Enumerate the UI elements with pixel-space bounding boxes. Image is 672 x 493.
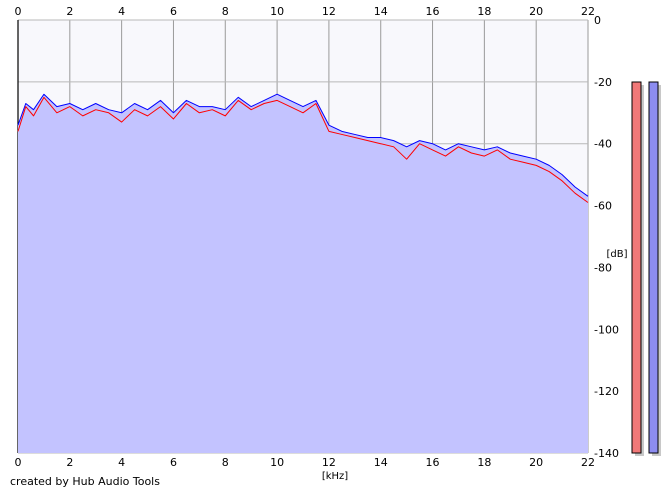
x-tick-label-bottom: 6 <box>170 456 177 469</box>
x-tick-label-bottom: 10 <box>270 456 284 469</box>
series-line-1 <box>17 96 589 203</box>
x-tick-label-bottom: 12 <box>322 456 336 469</box>
y-tick-label: -100 <box>594 323 619 336</box>
x-tick-label-bottom: 18 <box>477 456 491 469</box>
spectrum-fill-area <box>18 94 588 453</box>
credit-text: created by Hub Audio Tools <box>10 475 160 488</box>
y-tick-label: -60 <box>594 200 612 213</box>
x-tick-label-top: 6 <box>170 5 177 18</box>
x-tick-label-top: 2 <box>66 5 73 18</box>
x-tick-label-bottom: 16 <box>426 456 440 469</box>
x-tick-label-top: 18 <box>477 5 491 18</box>
y-tick-label: -40 <box>594 138 612 151</box>
y-tick-label: -20 <box>594 76 612 89</box>
series-lines <box>17 93 589 203</box>
x-tick-label-bottom: 22 <box>581 456 595 469</box>
x-tick-label-top: 0 <box>15 5 22 18</box>
x-tick-label-bottom: 4 <box>118 456 125 469</box>
x-tick-label-bottom: 8 <box>222 456 229 469</box>
x-axis-label: [kHz] <box>322 471 348 482</box>
x-tick-label-top: 22 <box>581 5 595 18</box>
x-tick-label-bottom: 0 <box>15 456 22 469</box>
y-tick-label: 0 <box>594 14 601 27</box>
x-tick-label-bottom: 20 <box>529 456 543 469</box>
y-tick-label: -80 <box>594 261 612 274</box>
x-tick-labels-bottom: 0 2 4 6 8 10 12 14 16 18 20 22 <box>15 456 596 469</box>
x-tick-label-top: 16 <box>426 5 440 18</box>
x-tick-label-top: 10 <box>270 5 284 18</box>
x-tick-label-top: 12 <box>322 5 336 18</box>
x-tick-label-top: 20 <box>529 5 543 18</box>
x-tick-label-top: 8 <box>222 5 229 18</box>
series-line-2 <box>17 93 589 197</box>
x-tick-label-top: 4 <box>118 5 125 18</box>
x-tick-labels-top: 0 2 4 6 8 10 12 14 16 18 20 22 <box>15 5 596 18</box>
level-meter-bar <box>648 81 659 454</box>
x-tick-label-bottom: 14 <box>374 456 388 469</box>
x-tick-label-bottom: 2 <box>66 456 73 469</box>
level-meter-bar <box>631 81 642 454</box>
level-meters <box>631 81 661 456</box>
y-tick-labels: 0 -20 -40 -60 -80 -100 -120 -140 <box>594 14 619 460</box>
y-tick-label: -140 <box>594 447 619 460</box>
x-tick-label-top: 14 <box>374 5 388 18</box>
y-axis-label: [dB] <box>606 249 627 260</box>
y-tick-label: -120 <box>594 385 619 398</box>
